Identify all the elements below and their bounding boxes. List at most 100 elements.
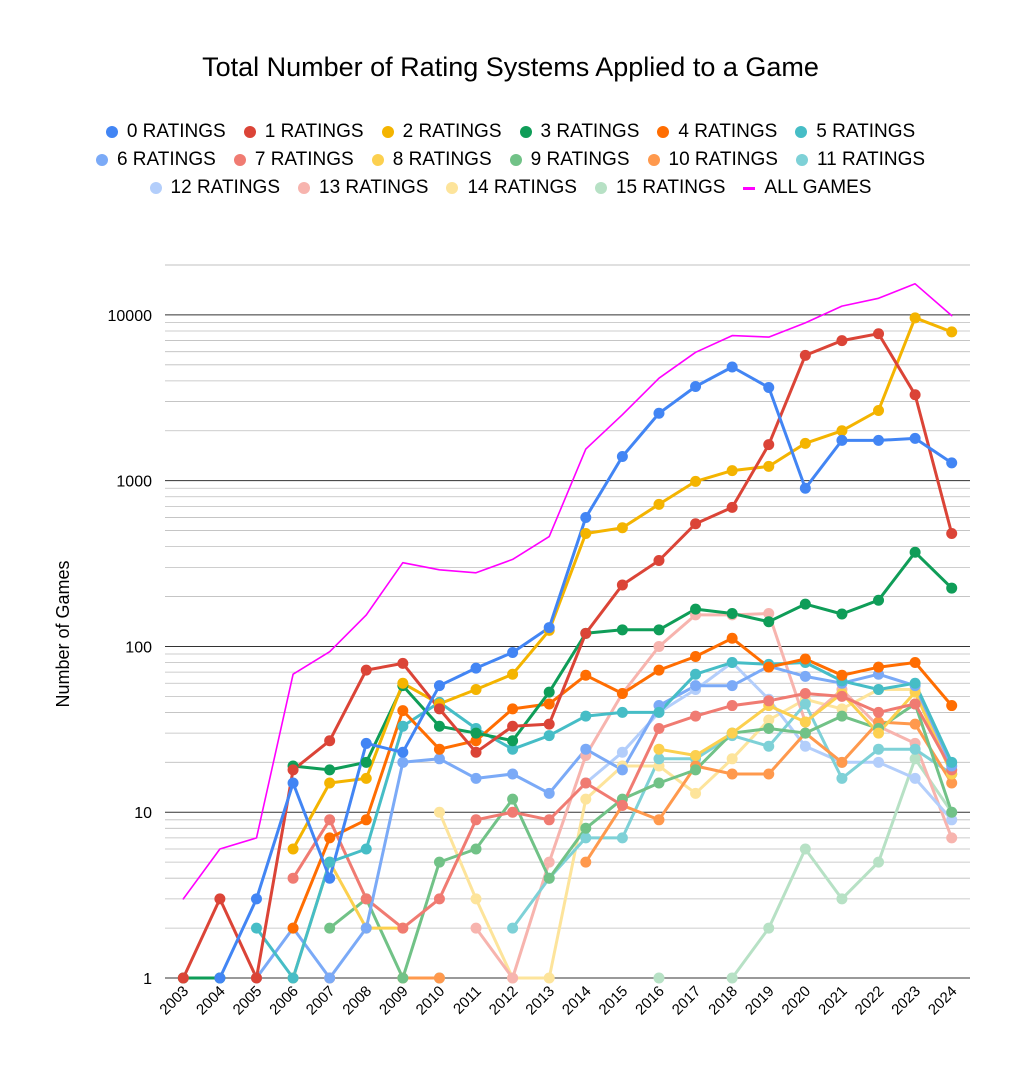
data-point <box>873 743 885 755</box>
data-point <box>616 832 628 844</box>
data-point <box>324 972 336 984</box>
data-point <box>726 680 738 692</box>
x-tick-label: 2018 <box>705 983 741 1019</box>
data-point <box>433 806 445 818</box>
data-point <box>324 814 336 826</box>
legend-item: 7 RATINGS <box>233 149 354 171</box>
data-point <box>836 608 848 620</box>
data-point <box>250 972 262 984</box>
data-point <box>580 627 592 639</box>
data-point <box>250 893 262 905</box>
legend-label: 10 RATINGS <box>668 149 778 170</box>
legend-label: 1 RATINGS <box>264 121 364 142</box>
data-point <box>397 922 409 934</box>
data-point <box>653 814 665 826</box>
y-tick-label: 100 <box>125 639 152 656</box>
x-tick-label: 2019 <box>742 983 778 1019</box>
data-point <box>507 806 519 818</box>
data-point <box>653 498 665 510</box>
data-point <box>360 756 372 768</box>
data-point <box>507 793 519 805</box>
data-point <box>909 753 921 765</box>
data-point <box>653 554 665 566</box>
data-point <box>616 688 628 700</box>
data-point <box>177 972 189 984</box>
data-point <box>580 511 592 523</box>
data-point <box>397 756 409 768</box>
data-point <box>287 764 299 776</box>
data-point <box>873 405 885 417</box>
data-point <box>726 700 738 712</box>
x-tick-label: 2023 <box>888 983 924 1019</box>
x-tick-label: 2003 <box>157 983 193 1019</box>
legend-swatch <box>298 182 311 194</box>
data-point <box>836 335 848 347</box>
data-point <box>763 661 775 673</box>
data-point <box>543 872 555 884</box>
data-point <box>470 662 482 674</box>
legend-item: 6 RATINGS <box>95 149 216 171</box>
data-point <box>653 743 665 755</box>
data-point <box>543 718 555 730</box>
data-point <box>580 528 592 540</box>
data-point <box>909 546 921 558</box>
legend-label: 3 RATINGS <box>540 121 640 142</box>
data-point <box>507 668 519 680</box>
data-point <box>873 727 885 739</box>
legend-item: 15 RATINGS <box>594 177 725 199</box>
data-point <box>543 622 555 634</box>
data-point <box>397 720 409 732</box>
data-point <box>653 624 665 636</box>
data-point <box>324 777 336 789</box>
data-point <box>543 686 555 698</box>
data-point <box>543 698 555 710</box>
data-point <box>433 972 445 984</box>
legend-swatch <box>371 154 384 166</box>
legend-swatch <box>647 154 660 166</box>
data-point <box>763 768 775 780</box>
legend-swatch <box>149 182 162 194</box>
data-point <box>580 822 592 834</box>
x-tick-label: 2012 <box>486 983 522 1019</box>
data-point <box>580 743 592 755</box>
data-point <box>946 528 958 540</box>
data-point <box>470 922 482 934</box>
data-point <box>616 799 628 811</box>
data-point <box>799 437 811 449</box>
data-point <box>946 806 958 818</box>
legend-swatch <box>243 126 256 138</box>
data-point <box>946 756 958 768</box>
legend-item: 1 RATINGS <box>243 121 364 143</box>
series-line <box>328 702 954 980</box>
data-point <box>543 972 555 984</box>
data-point <box>397 746 409 758</box>
data-point <box>873 856 885 868</box>
y-axis-label: Number of Games <box>53 560 73 707</box>
legend-item: 9 RATINGS <box>509 149 630 171</box>
series-lines <box>181 282 954 980</box>
legend-label: 8 RATINGS <box>392 149 492 170</box>
legend-swatch <box>795 126 808 138</box>
data-point <box>799 482 811 494</box>
legend-label: 13 RATINGS <box>319 177 429 198</box>
data-point <box>580 669 592 681</box>
data-point <box>763 616 775 628</box>
data-point <box>799 843 811 855</box>
data-point <box>470 683 482 695</box>
legend-item: 13 RATINGS <box>298 177 428 199</box>
data-point <box>763 714 775 726</box>
data-point <box>909 389 921 401</box>
data-point <box>397 705 409 717</box>
data-point <box>726 608 738 620</box>
data-point <box>507 703 519 715</box>
data-point <box>324 922 336 934</box>
data-point <box>799 740 811 752</box>
data-point <box>690 680 702 692</box>
data-point <box>616 522 628 534</box>
data-point <box>653 722 665 734</box>
data-point <box>909 772 921 784</box>
data-point <box>433 753 445 765</box>
data-point <box>726 501 738 513</box>
data-point <box>433 856 445 868</box>
y-axis-ticks: 1 10 100 1000 10000 <box>108 308 153 988</box>
